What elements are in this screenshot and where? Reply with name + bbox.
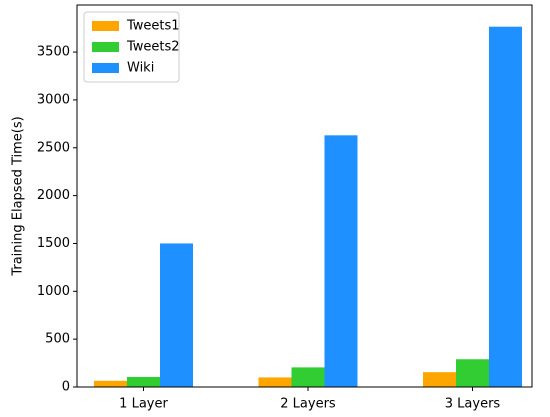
y-tick-label: 2500: [37, 140, 70, 155]
x-tick-label: 1 Layer: [119, 397, 168, 412]
y-tick-label: 500: [45, 332, 70, 347]
bar: [258, 377, 292, 387]
legend-swatch: [92, 42, 119, 52]
legend-label: Tweets1: [126, 19, 180, 34]
bar: [94, 380, 127, 387]
bar: [324, 135, 358, 387]
bar: [423, 372, 456, 387]
bar: [291, 367, 325, 387]
bar: [489, 26, 522, 388]
y-tick-label: 3500: [37, 45, 70, 60]
plot-frame: [76, 4, 533, 388]
legend-swatch: [92, 63, 119, 73]
y-tick-label: 1000: [37, 284, 70, 299]
x-tick-label: 3 Layers: [445, 397, 501, 412]
y-tick-label: 3000: [37, 92, 70, 107]
y-tick-label: 0: [62, 380, 70, 395]
bar: [160, 243, 193, 387]
legend-label: Wiki: [127, 61, 154, 76]
legend-label: Tweets2: [126, 40, 180, 55]
y-axis-label: Training Elapsed Time(s): [11, 116, 26, 276]
x-tick-label: 2 Layers: [280, 397, 336, 412]
bar: [456, 359, 489, 387]
y-tick-label: 2000: [37, 188, 70, 203]
legend-swatch: [92, 21, 119, 31]
y-tick-label: 1500: [37, 236, 70, 251]
bar: [127, 376, 160, 387]
